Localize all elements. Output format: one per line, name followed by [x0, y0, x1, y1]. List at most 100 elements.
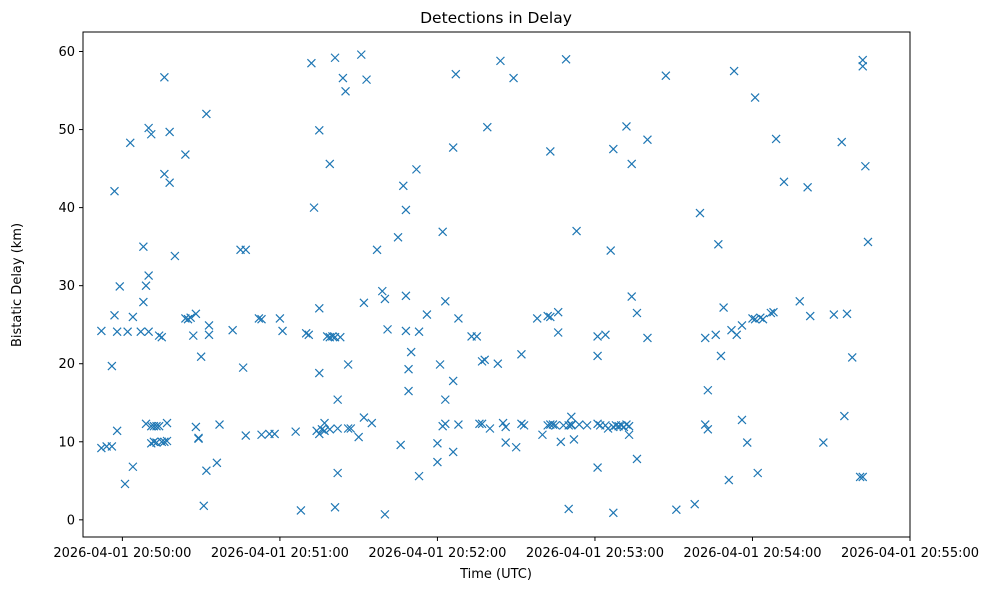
data-point: [330, 502, 340, 512]
data-point: [96, 326, 106, 336]
data-point: [485, 424, 495, 433]
y-tick-label: 10: [58, 435, 75, 450]
data-point: [212, 458, 222, 468]
data-point: [96, 443, 106, 453]
data-point: [204, 321, 214, 330]
data-point: [406, 347, 416, 357]
data-point: [309, 203, 319, 213]
data-point: [314, 429, 324, 439]
data-point: [477, 419, 487, 429]
data-point: [837, 137, 847, 147]
data-point: [477, 356, 487, 366]
data-point: [241, 245, 251, 255]
data-point: [501, 422, 511, 432]
data-point: [729, 66, 739, 76]
data-point: [622, 420, 631, 430]
data-point: [333, 468, 343, 478]
data-point: [454, 420, 463, 430]
x-tick-label: 2026-04-01 20:51:00: [211, 546, 349, 561]
data-point: [818, 438, 828, 447]
data-point: [123, 327, 133, 337]
data-point: [750, 314, 760, 324]
data-point: [398, 181, 408, 191]
data-point: [532, 314, 542, 323]
data-point: [608, 508, 618, 518]
data-point: [448, 376, 458, 386]
data-point: [275, 314, 285, 323]
y-tick-label: 50: [58, 123, 75, 138]
data-point: [356, 50, 366, 60]
x-axis-title: Time (UTC): [459, 567, 532, 582]
data-point: [362, 75, 371, 85]
data-point: [301, 328, 311, 338]
data-point: [128, 462, 138, 472]
data-point: [805, 311, 815, 321]
data-point: [270, 429, 280, 439]
data-point: [480, 355, 490, 365]
data-point: [511, 442, 521, 452]
data-point: [325, 424, 335, 434]
data-point: [149, 437, 159, 447]
data-point: [755, 313, 765, 323]
data-point: [501, 438, 511, 447]
data-point: [341, 86, 350, 96]
data-point: [451, 69, 461, 79]
data-point: [154, 421, 164, 431]
data-point: [608, 144, 618, 154]
data-point: [703, 424, 713, 434]
data-point: [548, 420, 558, 430]
data-point: [412, 164, 421, 174]
data-point: [359, 298, 369, 308]
data-point: [700, 333, 710, 343]
data-point: [448, 447, 458, 457]
y-tick-label: 60: [58, 45, 75, 60]
data-point: [622, 122, 631, 131]
data-point: [624, 421, 634, 431]
data-point: [700, 420, 710, 430]
data-point: [138, 297, 148, 307]
data-point: [333, 424, 343, 433]
data-point: [393, 232, 403, 242]
data-point: [561, 54, 571, 64]
data-point: [839, 411, 849, 421]
data-point: [296, 506, 306, 515]
data-point: [201, 109, 211, 119]
data-point: [753, 468, 763, 478]
data-point: [724, 475, 734, 485]
data-point: [438, 227, 448, 237]
data-point: [201, 466, 211, 476]
data-point: [593, 419, 603, 429]
data-point: [769, 307, 778, 317]
x-tick-label: 2026-04-01 20:53:00: [526, 546, 664, 561]
data-point: [159, 169, 169, 179]
data-point: [566, 412, 576, 422]
data-point: [440, 395, 450, 405]
data-point: [183, 314, 193, 324]
data-point: [482, 122, 492, 132]
data-point: [241, 431, 251, 440]
data-point: [593, 331, 603, 341]
data-point: [141, 281, 151, 291]
data-point: [162, 418, 172, 428]
data-point: [404, 364, 413, 374]
data-point: [367, 418, 377, 428]
data-point: [327, 331, 337, 341]
data-point: [509, 73, 518, 83]
data-point: [716, 351, 726, 361]
data-point: [758, 314, 768, 324]
data-point: [435, 360, 445, 369]
data-point: [564, 420, 574, 430]
data-point: [162, 436, 172, 446]
data-point: [574, 420, 584, 430]
data-point: [863, 237, 873, 247]
data-point: [396, 440, 406, 450]
data-point: [556, 437, 566, 447]
x-tick-label: 2026-04-01 20:52:00: [368, 546, 506, 561]
x-tick-label: 2026-04-01 20:55:00: [841, 546, 979, 561]
data-point: [199, 501, 209, 511]
data-point: [517, 419, 526, 429]
data-point: [624, 430, 634, 440]
data-point: [771, 134, 781, 144]
data-point: [157, 332, 167, 342]
